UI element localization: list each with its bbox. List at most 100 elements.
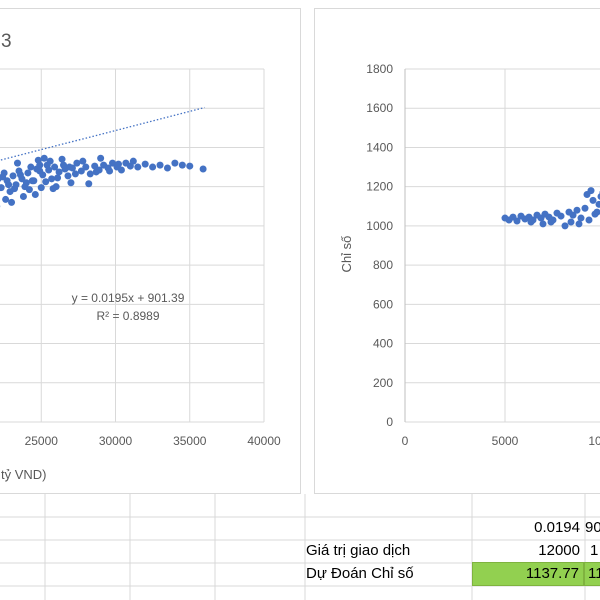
- data-point-90: [65, 163, 73, 171]
- r-squared: R² = 0.8989: [96, 309, 159, 323]
- data-point-74: [97, 154, 105, 162]
- chart-right[interactable]: 0 200 400 600 800 1000 1200 1400 1600 1800 0 5000 10…: [314, 8, 600, 494]
- data-point-84: [114, 160, 122, 168]
- x-tick-label-0: 0: [402, 434, 409, 448]
- data-point-76: [37, 184, 45, 192]
- data-point-64: [2, 195, 10, 203]
- cell-label-predicted-index[interactable]: Dự Đoán Chỉ số: [306, 565, 414, 582]
- data-point-51: [163, 164, 171, 172]
- data-point-50: [156, 161, 164, 169]
- cell-predicted-index-2[interactable]: 117: [584, 562, 600, 586]
- y-tick-label-8: 1600: [366, 101, 393, 115]
- y-tick-label-3: 600: [373, 297, 393, 311]
- data-point-24: [595, 200, 600, 208]
- data-point-77: [16, 171, 24, 179]
- data-point-48: [141, 160, 149, 168]
- y-tick-label-5: 1000: [366, 219, 393, 233]
- data-point-72: [58, 155, 66, 163]
- chart-right-svg: 0 200 400 600 800 1000 1200 1400 1600 1800 0 5000 10…: [339, 62, 600, 448]
- data-point-26: [42, 178, 50, 186]
- chart-left-svg: 25000 30000 35000 40000 3 tỷ VND) y = 0.0195x …: [0, 31, 281, 482]
- data-point-87: [0, 173, 7, 181]
- x-tick-label-1: 5000: [492, 434, 519, 448]
- data-point-54: [186, 162, 194, 170]
- x-tick-label-1: 30000: [99, 434, 133, 448]
- data-point-60: [31, 191, 39, 199]
- data-point-15: [561, 222, 569, 230]
- data-point-69: [527, 218, 535, 226]
- data-point-63: [85, 180, 93, 188]
- data-point-53: [178, 161, 186, 169]
- data-point-93: [36, 167, 44, 175]
- data-point-32: [64, 172, 72, 180]
- data-point-20: [581, 204, 589, 212]
- data-point-94: [43, 161, 51, 169]
- data-point-81: [71, 170, 79, 178]
- data-point-75: [28, 177, 36, 185]
- x-tick-label-2: 10000: [588, 434, 600, 448]
- data-point-21: [27, 163, 35, 171]
- data-point-69: [13, 159, 21, 167]
- data-point-65: [25, 186, 33, 194]
- trendline-equation: y = 0.0195x + 901.39: [72, 291, 185, 305]
- data-point-71: [597, 193, 600, 200]
- data-point-36: [82, 163, 90, 171]
- y-tick-label-0: 0: [386, 415, 393, 429]
- cell-coefficient-a[interactable]: 0.0194: [534, 519, 580, 536]
- x-tick-label-2: 35000: [173, 434, 207, 448]
- chart-left[interactable]: 25000 30000 35000 40000 3 tỷ VND) y = 0.0195x …: [0, 8, 301, 494]
- y-tick-label-9: 1800: [366, 62, 393, 76]
- x-tick-label-0: 25000: [25, 434, 59, 448]
- data-point-18: [573, 206, 581, 214]
- data-point-47: [134, 163, 142, 171]
- data-point-58: [8, 198, 16, 206]
- cell-coefficient-b[interactable]: 90: [585, 519, 600, 536]
- y-axis-title: Chỉ số: [339, 236, 354, 273]
- data-point-85: [129, 157, 137, 165]
- data-point-19: [577, 214, 585, 222]
- data-point-15: [9, 172, 17, 180]
- data-point-22: [587, 187, 595, 195]
- data-point-66: [49, 185, 57, 193]
- data-point-71: [40, 154, 48, 162]
- data-point-73: [79, 157, 87, 165]
- cell-transaction-value-2[interactable]: 1: [590, 542, 599, 559]
- cell-label-transaction-value[interactable]: Giá trị giao dịch: [306, 542, 411, 559]
- trendline: [0, 106, 205, 161]
- data-point-34: [73, 159, 81, 167]
- data-point-88: [11, 185, 19, 193]
- data-point-30: [55, 168, 63, 176]
- data-point-59: [19, 192, 27, 200]
- data-point-95: [54, 174, 62, 182]
- y-tick-label-1: 200: [373, 376, 393, 390]
- y-tick-label-4: 800: [373, 258, 393, 272]
- data-point-14: [557, 212, 565, 220]
- x-axis-title: tỷ VND): [1, 467, 47, 482]
- y-tick-label-7: 1400: [366, 140, 393, 154]
- cell-transaction-value[interactable]: 12000: [538, 542, 580, 559]
- data-point-49: [149, 163, 157, 171]
- chart-title: 3: [1, 31, 12, 52]
- data-point-52: [585, 216, 593, 224]
- data-point-29: [51, 163, 59, 171]
- data-point-68: [539, 220, 547, 228]
- data-point-52: [171, 159, 179, 167]
- data-point-50: [567, 218, 575, 226]
- data-point-3: [513, 217, 521, 225]
- data-point-37: [86, 170, 94, 178]
- cell-predicted-index[interactable]: 1137.77: [472, 562, 584, 586]
- data-point-83: [106, 167, 114, 175]
- data-point-67: [547, 218, 555, 226]
- data-point-70: [34, 156, 42, 164]
- data-point-11: [0, 184, 5, 192]
- data-point-20: [24, 169, 32, 177]
- data-point-86: [22, 179, 30, 187]
- data-point-62: [67, 179, 75, 187]
- data-point-82: [92, 168, 100, 176]
- y-tick-label-2: 400: [373, 337, 393, 351]
- data-point-17: [569, 211, 577, 219]
- y-tick-label-6: 1200: [366, 180, 393, 194]
- data-point-44: [117, 166, 125, 174]
- data-point-70: [589, 196, 597, 204]
